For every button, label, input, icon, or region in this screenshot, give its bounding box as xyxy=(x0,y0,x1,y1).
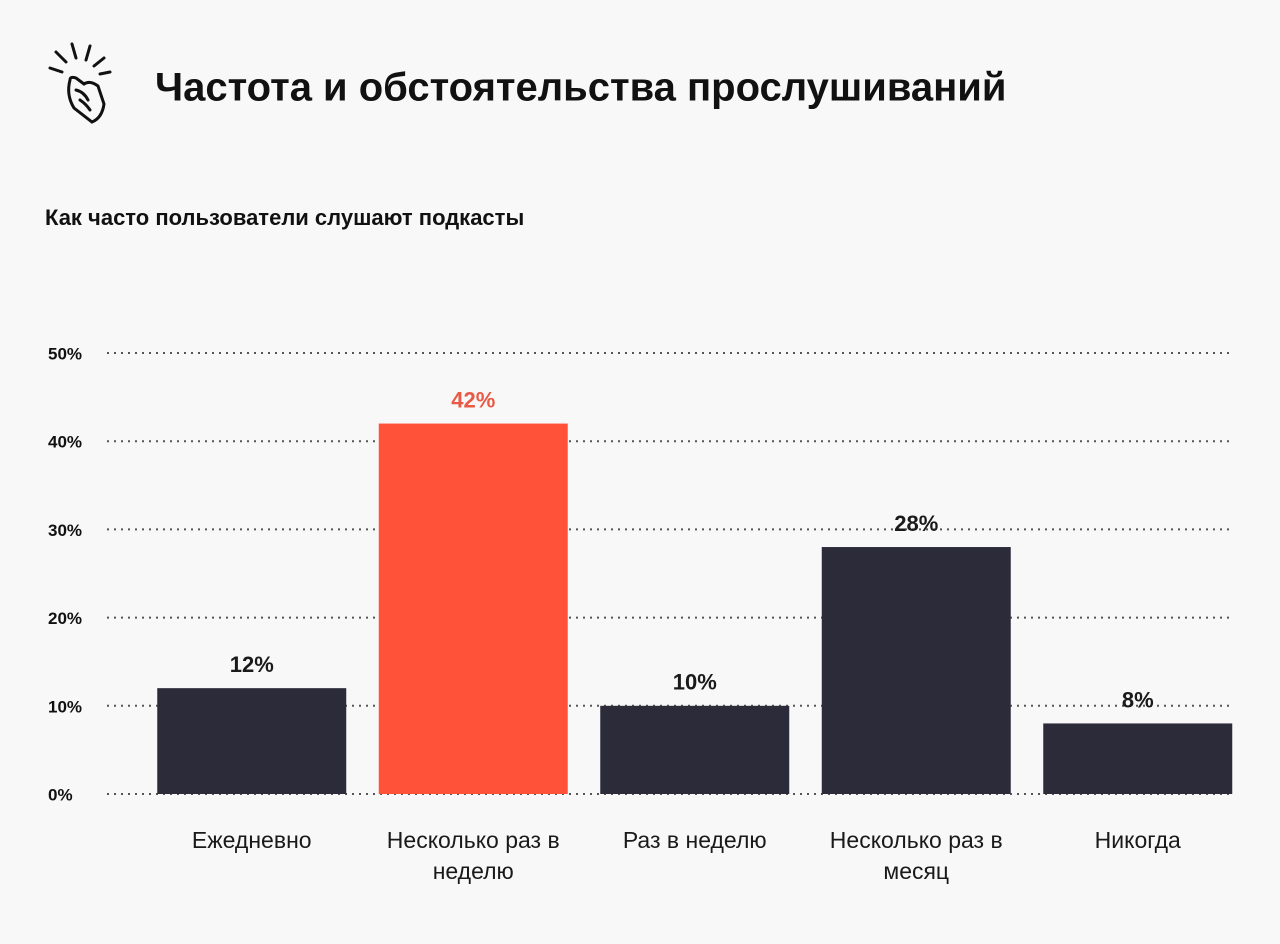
value-label: 12% xyxy=(230,652,274,677)
bar xyxy=(157,688,347,794)
value-label: 28% xyxy=(894,511,938,536)
x-tick-label: Никогда xyxy=(1094,827,1181,853)
y-tick-label: 30% xyxy=(48,521,82,540)
bar xyxy=(821,547,1011,794)
y-tick-label: 0% xyxy=(48,785,73,804)
x-tick-label: Раз в неделю xyxy=(622,827,767,853)
value-label: 8% xyxy=(1122,687,1154,712)
y-tick-label: 10% xyxy=(48,697,82,716)
bar xyxy=(1043,723,1233,794)
y-tick-label: 20% xyxy=(48,609,82,628)
logo-icon xyxy=(48,42,112,124)
x-tick-label: Ежедневно xyxy=(191,827,312,853)
y-tick-label: 50% xyxy=(48,344,82,363)
chart-subtitle: Как часто пользователи слушают подкасты xyxy=(45,205,524,230)
x-tick-label: Несколько раз в месяц xyxy=(829,827,1003,884)
value-label: 10% xyxy=(673,670,717,695)
x-tick-label: Несколько раз в неделю xyxy=(386,827,560,884)
chart-title: Частота и обстоятельства прослушиваний xyxy=(155,66,1006,110)
bar xyxy=(600,705,790,794)
bar xyxy=(378,423,568,794)
y-tick-label: 40% xyxy=(48,433,82,452)
value-label: 42% xyxy=(451,387,495,412)
